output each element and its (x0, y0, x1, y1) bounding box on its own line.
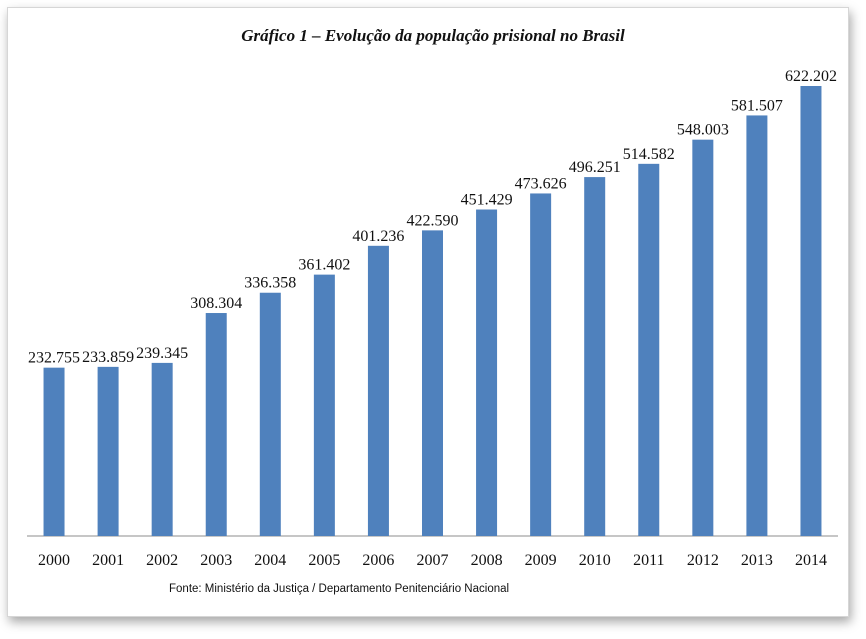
x-tick-label-2004: 2004 (254, 552, 286, 569)
data-label-2011: 514.582 (623, 146, 675, 163)
x-tick-label-2003: 2003 (200, 552, 232, 569)
bar-2005 (313, 274, 335, 536)
x-tick-label-2012: 2012 (687, 552, 719, 569)
data-label-2014: 622.202 (785, 68, 837, 85)
bar-2002 (151, 362, 173, 536)
chart-source-note: Fonte: Ministério da Justiça / Departame… (169, 583, 510, 595)
bar-2004 (259, 292, 281, 536)
x-tick-label-2010: 2010 (579, 552, 611, 569)
data-label-2002: 239.345 (136, 345, 188, 362)
bar-2006 (367, 245, 389, 536)
bar-2012 (692, 139, 714, 536)
chart-title: Gráfico 1 – Evolução da população prisio… (241, 26, 625, 45)
bar-2003 (205, 313, 227, 536)
bar-2011 (638, 163, 660, 537)
bar-2013 (746, 115, 768, 536)
data-label-2006: 401.236 (352, 228, 404, 245)
data-label-2009: 473.626 (515, 175, 567, 192)
bar-2008 (476, 209, 498, 536)
x-tick-label-2008: 2008 (471, 552, 503, 569)
bar-2014 (800, 86, 822, 536)
data-label-2003: 308.304 (190, 295, 242, 312)
data-label-2000: 232.755 (28, 350, 80, 367)
x-tick-label-2011: 2011 (633, 552, 664, 569)
bar-2010 (584, 177, 606, 536)
x-tick-label-2014: 2014 (795, 552, 827, 569)
x-tick-label-2007: 2007 (417, 552, 449, 569)
data-label-2008: 451.429 (461, 192, 513, 209)
x-tick-label-2000: 2000 (38, 552, 70, 569)
bar-2000 (43, 367, 65, 536)
data-label-2004: 336.358 (244, 275, 296, 292)
bar-2009 (530, 193, 552, 536)
data-label-2001: 233.859 (82, 349, 134, 366)
x-tick-label-2001: 2001 (92, 552, 124, 569)
x-tick-label-2013: 2013 (741, 552, 773, 569)
data-label-2010: 496.251 (569, 159, 621, 176)
data-label-2013: 581.507 (731, 97, 783, 114)
data-label-2005: 361.402 (298, 257, 350, 274)
x-tick-label-2006: 2006 (362, 552, 394, 569)
bar-2001 (97, 366, 119, 536)
data-label-2007: 422.590 (407, 212, 459, 229)
x-tick-label-2002: 2002 (146, 552, 178, 569)
data-label-2012: 548.003 (677, 122, 729, 139)
x-tick-label-2009: 2009 (525, 552, 557, 569)
bar-2007 (422, 230, 443, 536)
x-tick-label-2005: 2005 (308, 552, 340, 569)
